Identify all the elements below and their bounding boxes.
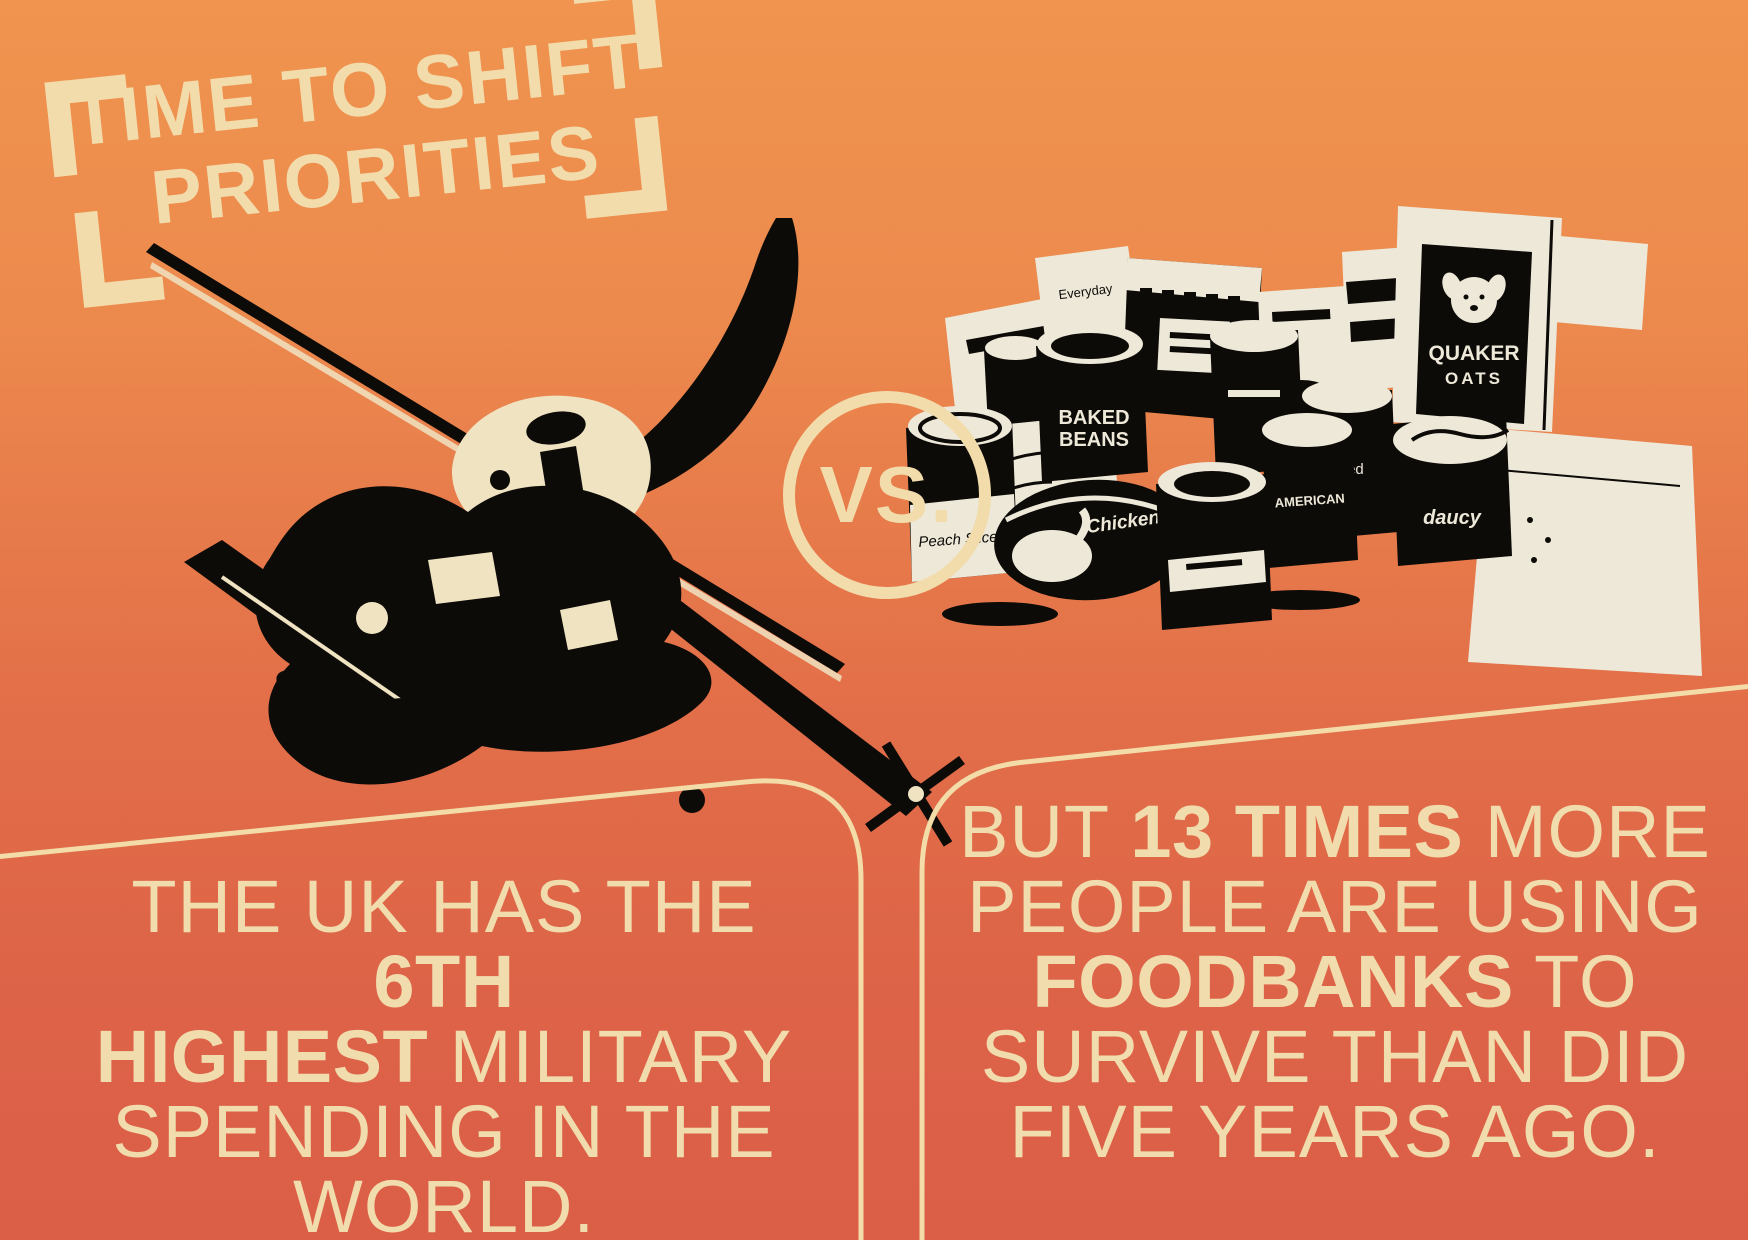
stat-line: SURVIVE THAN DID [955, 1019, 1715, 1094]
stat-text: TO [1513, 940, 1638, 1023]
stat-text: MORE [1463, 790, 1711, 873]
stat-text-bold: HIGHEST [95, 1015, 429, 1098]
flour-pack [1554, 236, 1648, 330]
helicopter-icon [146, 218, 965, 847]
stat-text-bold: FOODBANKS [1032, 940, 1514, 1023]
daucy-can: daucy [1392, 414, 1512, 566]
canopy-detail [490, 470, 510, 490]
tail-boom [642, 588, 932, 816]
tail-detail [679, 787, 705, 813]
stat-line: PEOPLE ARE USING [955, 869, 1715, 944]
right-panel-outline [919, 684, 1748, 1240]
stat-line: BUT 13 TIMES MORE [955, 794, 1715, 869]
everyday-label: Everyday [1058, 281, 1114, 303]
stat-text: MILITARY [428, 1015, 793, 1098]
stat-text-bold: 6TH [373, 940, 515, 1023]
stat-line: WORLD. [74, 1169, 814, 1240]
baked-label: BAKED [1058, 407, 1129, 429]
baked-beans-can: BAKED BEANS [1036, 324, 1148, 482]
stat-text: WORLD. [293, 1165, 595, 1240]
stat-text: PEOPLE ARE USING [967, 865, 1703, 948]
vs-badge: VS. [783, 391, 991, 599]
stat-text: SPENDING IN THE [112, 1090, 776, 1173]
everyday-box: Everyday [1035, 246, 1140, 346]
stat-text: THE UK HAS THE [131, 865, 757, 948]
stat-line: FIVE YEARS AGO. [955, 1094, 1715, 1169]
fuselage-window [428, 552, 500, 604]
daucy-label: daucy [1423, 507, 1482, 529]
quaker-dog-logo [1442, 272, 1506, 323]
stat-line: SPENDING IN THE [74, 1094, 814, 1169]
beans-label: BEANS [1059, 429, 1129, 451]
small-can [984, 336, 1048, 426]
stub-wing-highlight [220, 575, 402, 702]
american-can: AMERICAN [1262, 413, 1358, 568]
stat-military-spending: THE UK HAS THE 6TH HIGHEST MILITARY SPEN… [74, 869, 814, 1240]
rice-bag [1468, 428, 1702, 676]
left-panel-outline [0, 778, 864, 1240]
foodbank-photo-icon: Everyday [906, 206, 1702, 676]
stat-line: HIGHEST MILITARY [74, 1019, 814, 1094]
oats-label: OATS [1445, 369, 1503, 388]
rotor-hub [526, 411, 586, 445]
chicken-tub: Chicken [994, 479, 1190, 601]
quaker-oats-box: QUAKER OATS [1392, 206, 1562, 432]
hotdog-can [1156, 462, 1272, 630]
panel-dividers [0, 684, 1748, 1240]
bracket-top-right-icon [571, 0, 663, 76]
landing-skid [308, 688, 526, 724]
shadow [942, 602, 1058, 626]
shadow [1240, 590, 1360, 610]
american-label: AMERICAN [1274, 491, 1345, 511]
stat-text: FIVE YEARS AGO. [1009, 1090, 1661, 1173]
vs-label: VS. [819, 450, 955, 539]
tail-rotor-hub [908, 786, 924, 802]
stat-line: FOODBANKS TO [955, 944, 1715, 1019]
stat-text: BUT [959, 790, 1131, 873]
engine-detail [560, 600, 618, 650]
stat-line: THE UK HAS THE 6TH [74, 869, 814, 1019]
quaker-label: QUAKER [1428, 342, 1519, 365]
stub-wing [184, 540, 436, 722]
stat-text: SURVIVE THAN DID [980, 1015, 1690, 1098]
stat-foodbank-use: BUT 13 TIMES MORE PEOPLE ARE USING FOODB… [955, 794, 1715, 1169]
fuselage-detail [356, 602, 388, 634]
nose-sensor [276, 670, 324, 706]
stat-text-bold: 13 TIMES [1130, 790, 1464, 873]
